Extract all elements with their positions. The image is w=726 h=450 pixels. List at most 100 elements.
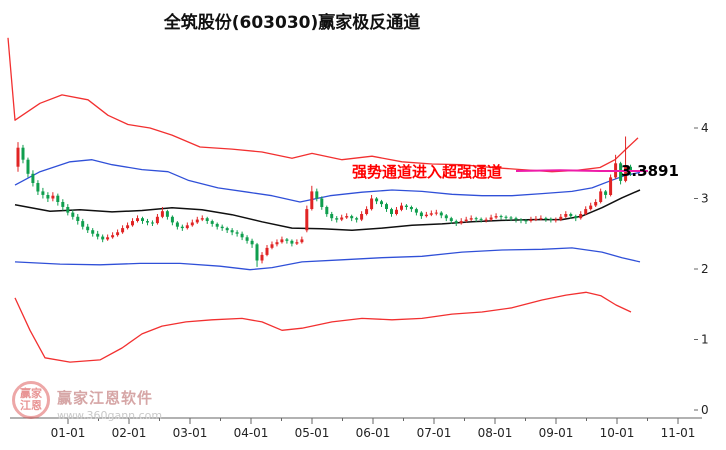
watermark: 赢家 江恩 赢家江恩软件 www.360gann.com xyxy=(12,381,162,422)
candle xyxy=(589,202,593,211)
candle xyxy=(305,205,309,233)
candle xyxy=(459,218,463,225)
candle xyxy=(350,214,354,222)
candle xyxy=(370,195,374,211)
candle xyxy=(315,188,319,202)
candle xyxy=(21,144,25,164)
candle xyxy=(36,180,40,195)
candle xyxy=(56,193,60,206)
y-axis-label: 4 xyxy=(701,121,709,135)
candle xyxy=(71,209,75,220)
candle xyxy=(355,216,359,223)
logo-text-bottom: 江恩 xyxy=(20,399,42,412)
candle xyxy=(519,218,523,224)
candle xyxy=(265,245,269,257)
candle xyxy=(235,230,239,237)
candle xyxy=(330,211,334,222)
candle xyxy=(335,216,339,223)
candle xyxy=(609,174,613,197)
middle-life-black-line xyxy=(14,189,641,231)
lower-extreme-red-line xyxy=(14,291,632,363)
candle xyxy=(439,211,443,219)
x-axis-label: 09-01 xyxy=(539,426,574,440)
candle xyxy=(76,214,80,225)
y-axis-label: 3 xyxy=(701,192,709,206)
candle xyxy=(151,220,154,226)
candle xyxy=(489,214,493,222)
candle xyxy=(215,222,219,230)
candle xyxy=(31,170,35,187)
candle xyxy=(579,211,583,220)
super-strong-magenta-line xyxy=(515,169,648,172)
candle xyxy=(509,216,513,222)
candle xyxy=(424,211,428,218)
candle xyxy=(414,207,418,216)
candle xyxy=(240,231,244,241)
candle xyxy=(295,239,299,245)
candle xyxy=(469,215,473,222)
x-axis-label: 03-01 xyxy=(173,426,208,440)
candle xyxy=(539,215,543,221)
candle xyxy=(280,236,284,244)
candle xyxy=(220,224,224,231)
candle xyxy=(345,213,349,219)
candle xyxy=(41,187,45,199)
x-axis-label: 02-01 xyxy=(112,426,147,440)
candle xyxy=(175,221,179,230)
candle xyxy=(106,234,110,241)
candle xyxy=(380,199,383,207)
candle xyxy=(66,204,70,216)
candle xyxy=(245,235,249,244)
candle xyxy=(559,214,563,222)
y-axis-label: 1 xyxy=(701,333,709,347)
candle xyxy=(210,219,214,227)
candle xyxy=(230,228,234,236)
candle xyxy=(290,239,294,247)
upper-extreme-red-line xyxy=(7,37,639,173)
candle xyxy=(285,238,289,244)
candle xyxy=(325,205,329,217)
candle xyxy=(584,206,588,216)
candle xyxy=(340,214,344,222)
candle xyxy=(155,214,159,225)
candle xyxy=(554,217,558,223)
candle xyxy=(604,190,608,199)
candle xyxy=(101,234,105,243)
candle xyxy=(51,192,55,202)
x-axis-label: 01-01 xyxy=(51,426,86,440)
candle xyxy=(160,207,164,219)
candle xyxy=(300,236,304,244)
candle xyxy=(599,188,603,204)
x-axis-label: 05-01 xyxy=(295,426,330,440)
candle xyxy=(250,238,254,248)
candle xyxy=(464,216,468,223)
candle xyxy=(395,207,398,216)
x-axis-label: 08-01 xyxy=(478,426,513,440)
candle xyxy=(484,217,488,223)
candle xyxy=(564,211,568,219)
candle xyxy=(409,205,413,212)
current-price-label: 3.3891 xyxy=(621,162,679,180)
candle xyxy=(255,242,259,267)
chart-title: 全筑股份(603030)赢家极反通道 xyxy=(163,13,421,33)
x-axis-label: 04-01 xyxy=(234,426,269,440)
candle xyxy=(81,218,85,230)
brand-logo-icon: 赢家 江恩 xyxy=(12,381,50,419)
candle xyxy=(365,206,369,216)
x-axis-label: 07-01 xyxy=(417,426,452,440)
watermark-text: 赢家江恩软件 www.360gann.com xyxy=(57,387,162,422)
x-axis-label: 11-01 xyxy=(661,426,696,440)
x-axis-label: 06-01 xyxy=(356,426,391,440)
candle xyxy=(165,209,169,220)
candle xyxy=(514,216,518,223)
candle xyxy=(26,157,30,178)
candle xyxy=(419,211,423,219)
candle xyxy=(126,222,130,230)
candle xyxy=(205,216,209,224)
y-axis-label: 2 xyxy=(701,262,709,276)
candle xyxy=(454,219,458,226)
candle xyxy=(474,216,478,222)
candle xyxy=(444,214,448,222)
brand-name: 赢家江恩软件 xyxy=(57,389,154,407)
